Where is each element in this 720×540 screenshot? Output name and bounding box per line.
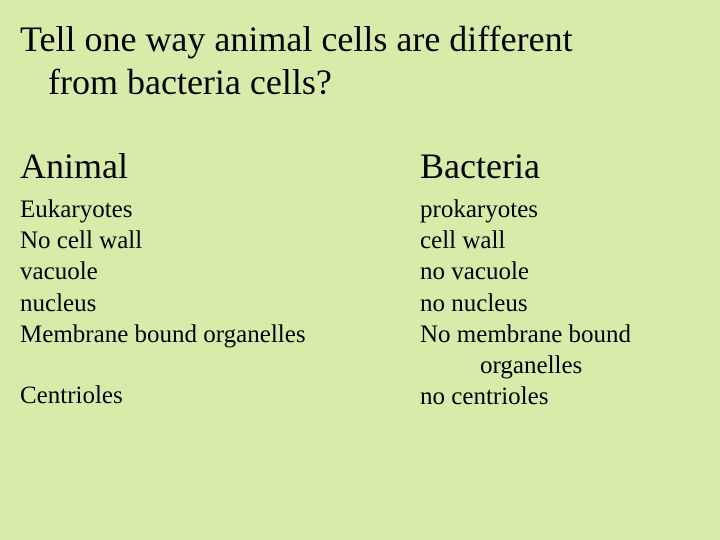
animal-item: nucleus: [20, 288, 420, 319]
animal-item: Membrane bound organelles: [20, 319, 420, 350]
bacteria-column: Bacteria prokaryotes cell wall no vacuol…: [420, 146, 700, 412]
title-line-2: from bacteria cells?: [20, 61, 700, 104]
bacteria-item-indented: organelles: [420, 350, 700, 381]
bacteria-item: no nucleus: [420, 288, 700, 319]
comparison-columns: Animal Eukaryotes No cell wall vacuole n…: [20, 146, 700, 412]
bacteria-item: no centrioles: [420, 381, 700, 412]
bacteria-item: no vacuole: [420, 256, 700, 287]
bacteria-item: prokaryotes: [420, 194, 700, 225]
animal-column: Animal Eukaryotes No cell wall vacuole n…: [20, 146, 420, 412]
animal-item: No cell wall: [20, 225, 420, 256]
animal-heading: Animal: [20, 146, 420, 187]
bacteria-heading: Bacteria: [420, 146, 700, 187]
bacteria-item: cell wall: [420, 225, 700, 256]
animal-item: Eukaryotes: [20, 194, 420, 225]
slide-title: Tell one way animal cells are different …: [20, 18, 700, 104]
animal-item: vacuole: [20, 256, 420, 287]
bacteria-item: No membrane bound: [420, 319, 700, 350]
title-line-1: Tell one way animal cells are different: [20, 18, 700, 61]
animal-item: Centrioles: [20, 380, 420, 411]
spacer: [20, 350, 420, 380]
